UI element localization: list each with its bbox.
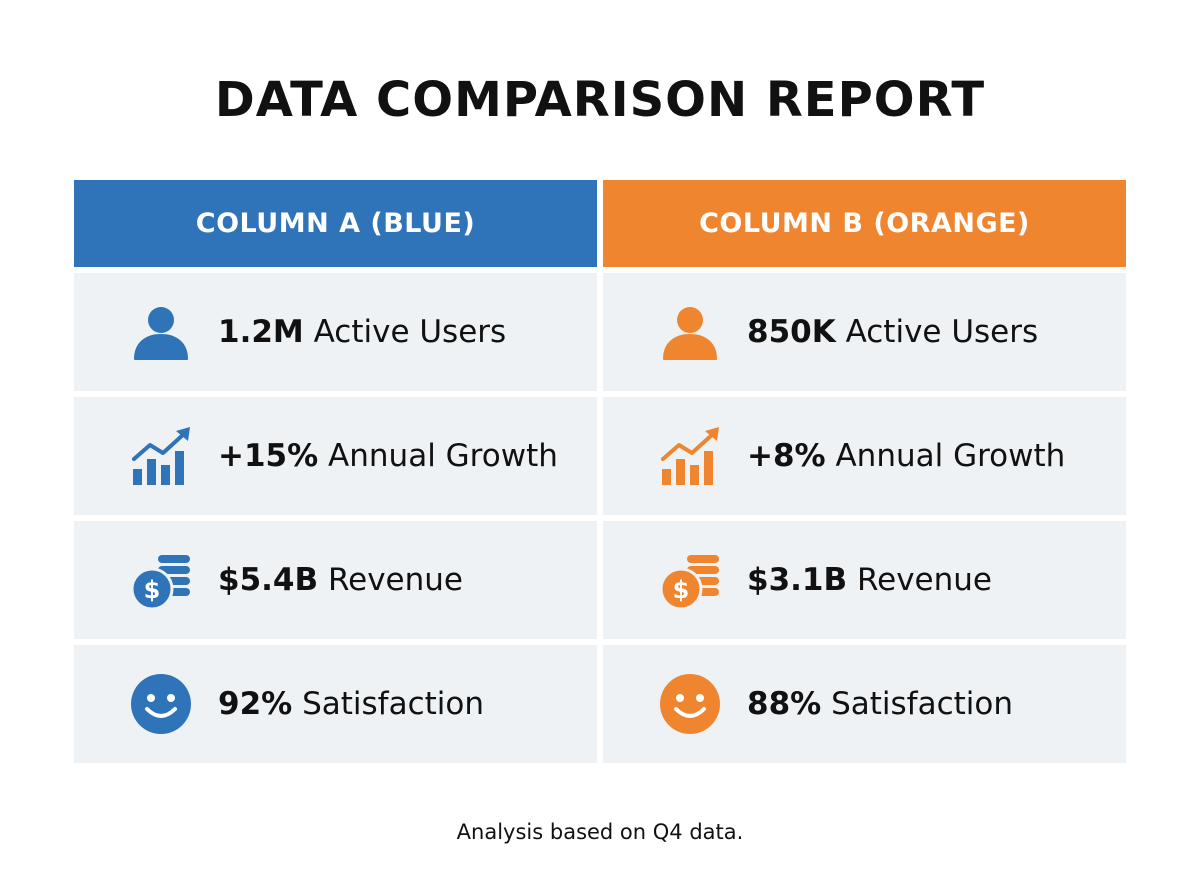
column-b-active-users-cell: 850K Active Users (603, 273, 1126, 391)
metric-value: 88% (747, 686, 822, 722)
column-b-header: COLUMN B (ORANGE) (603, 180, 1126, 267)
column-a-revenue-cell: $ $5.4B Revenue (74, 521, 597, 639)
column-b-revenue-cell: $ $3.1B Revenue (603, 521, 1126, 639)
metric-label: Active Users (313, 314, 507, 350)
revenue-coins-icon: $ (659, 549, 721, 611)
metric-label: Revenue (327, 562, 463, 598)
metric-label: Annual Growth (328, 438, 558, 474)
metric-label: Revenue (856, 562, 992, 598)
metric-text: $3.1B Revenue (747, 562, 992, 598)
user-icon (659, 301, 721, 363)
metric-value: 92% (218, 686, 293, 722)
metric-text: $5.4B Revenue (218, 562, 463, 598)
metric-value: +15% (218, 438, 319, 474)
metric-text: +8% Annual Growth (747, 438, 1065, 474)
column-b-annual-growth-cell: +8% Annual Growth (603, 397, 1126, 515)
report-title: DATA COMPARISON REPORT (214, 72, 986, 128)
svg-text:$: $ (144, 576, 161, 604)
growth-chart-icon (130, 425, 192, 487)
metric-label: Satisfaction (831, 686, 1013, 722)
metric-label: Active Users (845, 314, 1039, 350)
revenue-coins-icon: $ (130, 549, 192, 611)
metric-text: +15% Annual Growth (218, 438, 558, 474)
svg-text:$: $ (673, 576, 690, 604)
metric-value: $3.1B (747, 562, 848, 598)
column-a-header: COLUMN A (BLUE) (74, 180, 597, 267)
column-a-active-users-cell: 1.2M Active Users (74, 273, 597, 391)
metric-label: Satisfaction (302, 686, 484, 722)
growth-chart-icon (659, 425, 721, 487)
footer-note: Analysis based on Q4 data. (456, 820, 744, 844)
column-a-annual-growth-cell: +15% Annual Growth (74, 397, 597, 515)
user-icon (130, 301, 192, 363)
metric-text: 88% Satisfaction (747, 686, 1013, 722)
metric-label: Annual Growth (835, 438, 1066, 474)
smiley-face-icon (130, 673, 192, 735)
metric-text: 850K Active Users (747, 314, 1038, 350)
column-a-satisfaction-cell: 92% Satisfaction (74, 645, 597, 763)
metric-value: 850K (747, 314, 836, 350)
metric-value: $5.4B (218, 562, 319, 598)
metric-text: 92% Satisfaction (218, 686, 484, 722)
metric-value: 1.2M (218, 314, 304, 350)
column-b-satisfaction-cell: 88% Satisfaction (603, 645, 1126, 763)
metric-value: +8% (747, 438, 826, 474)
comparison-table: COLUMN A (BLUE) COLUMN B (ORANGE) 1.2M A… (74, 180, 1126, 763)
metric-text: 1.2M Active Users (218, 314, 506, 350)
smiley-face-icon (659, 673, 721, 735)
